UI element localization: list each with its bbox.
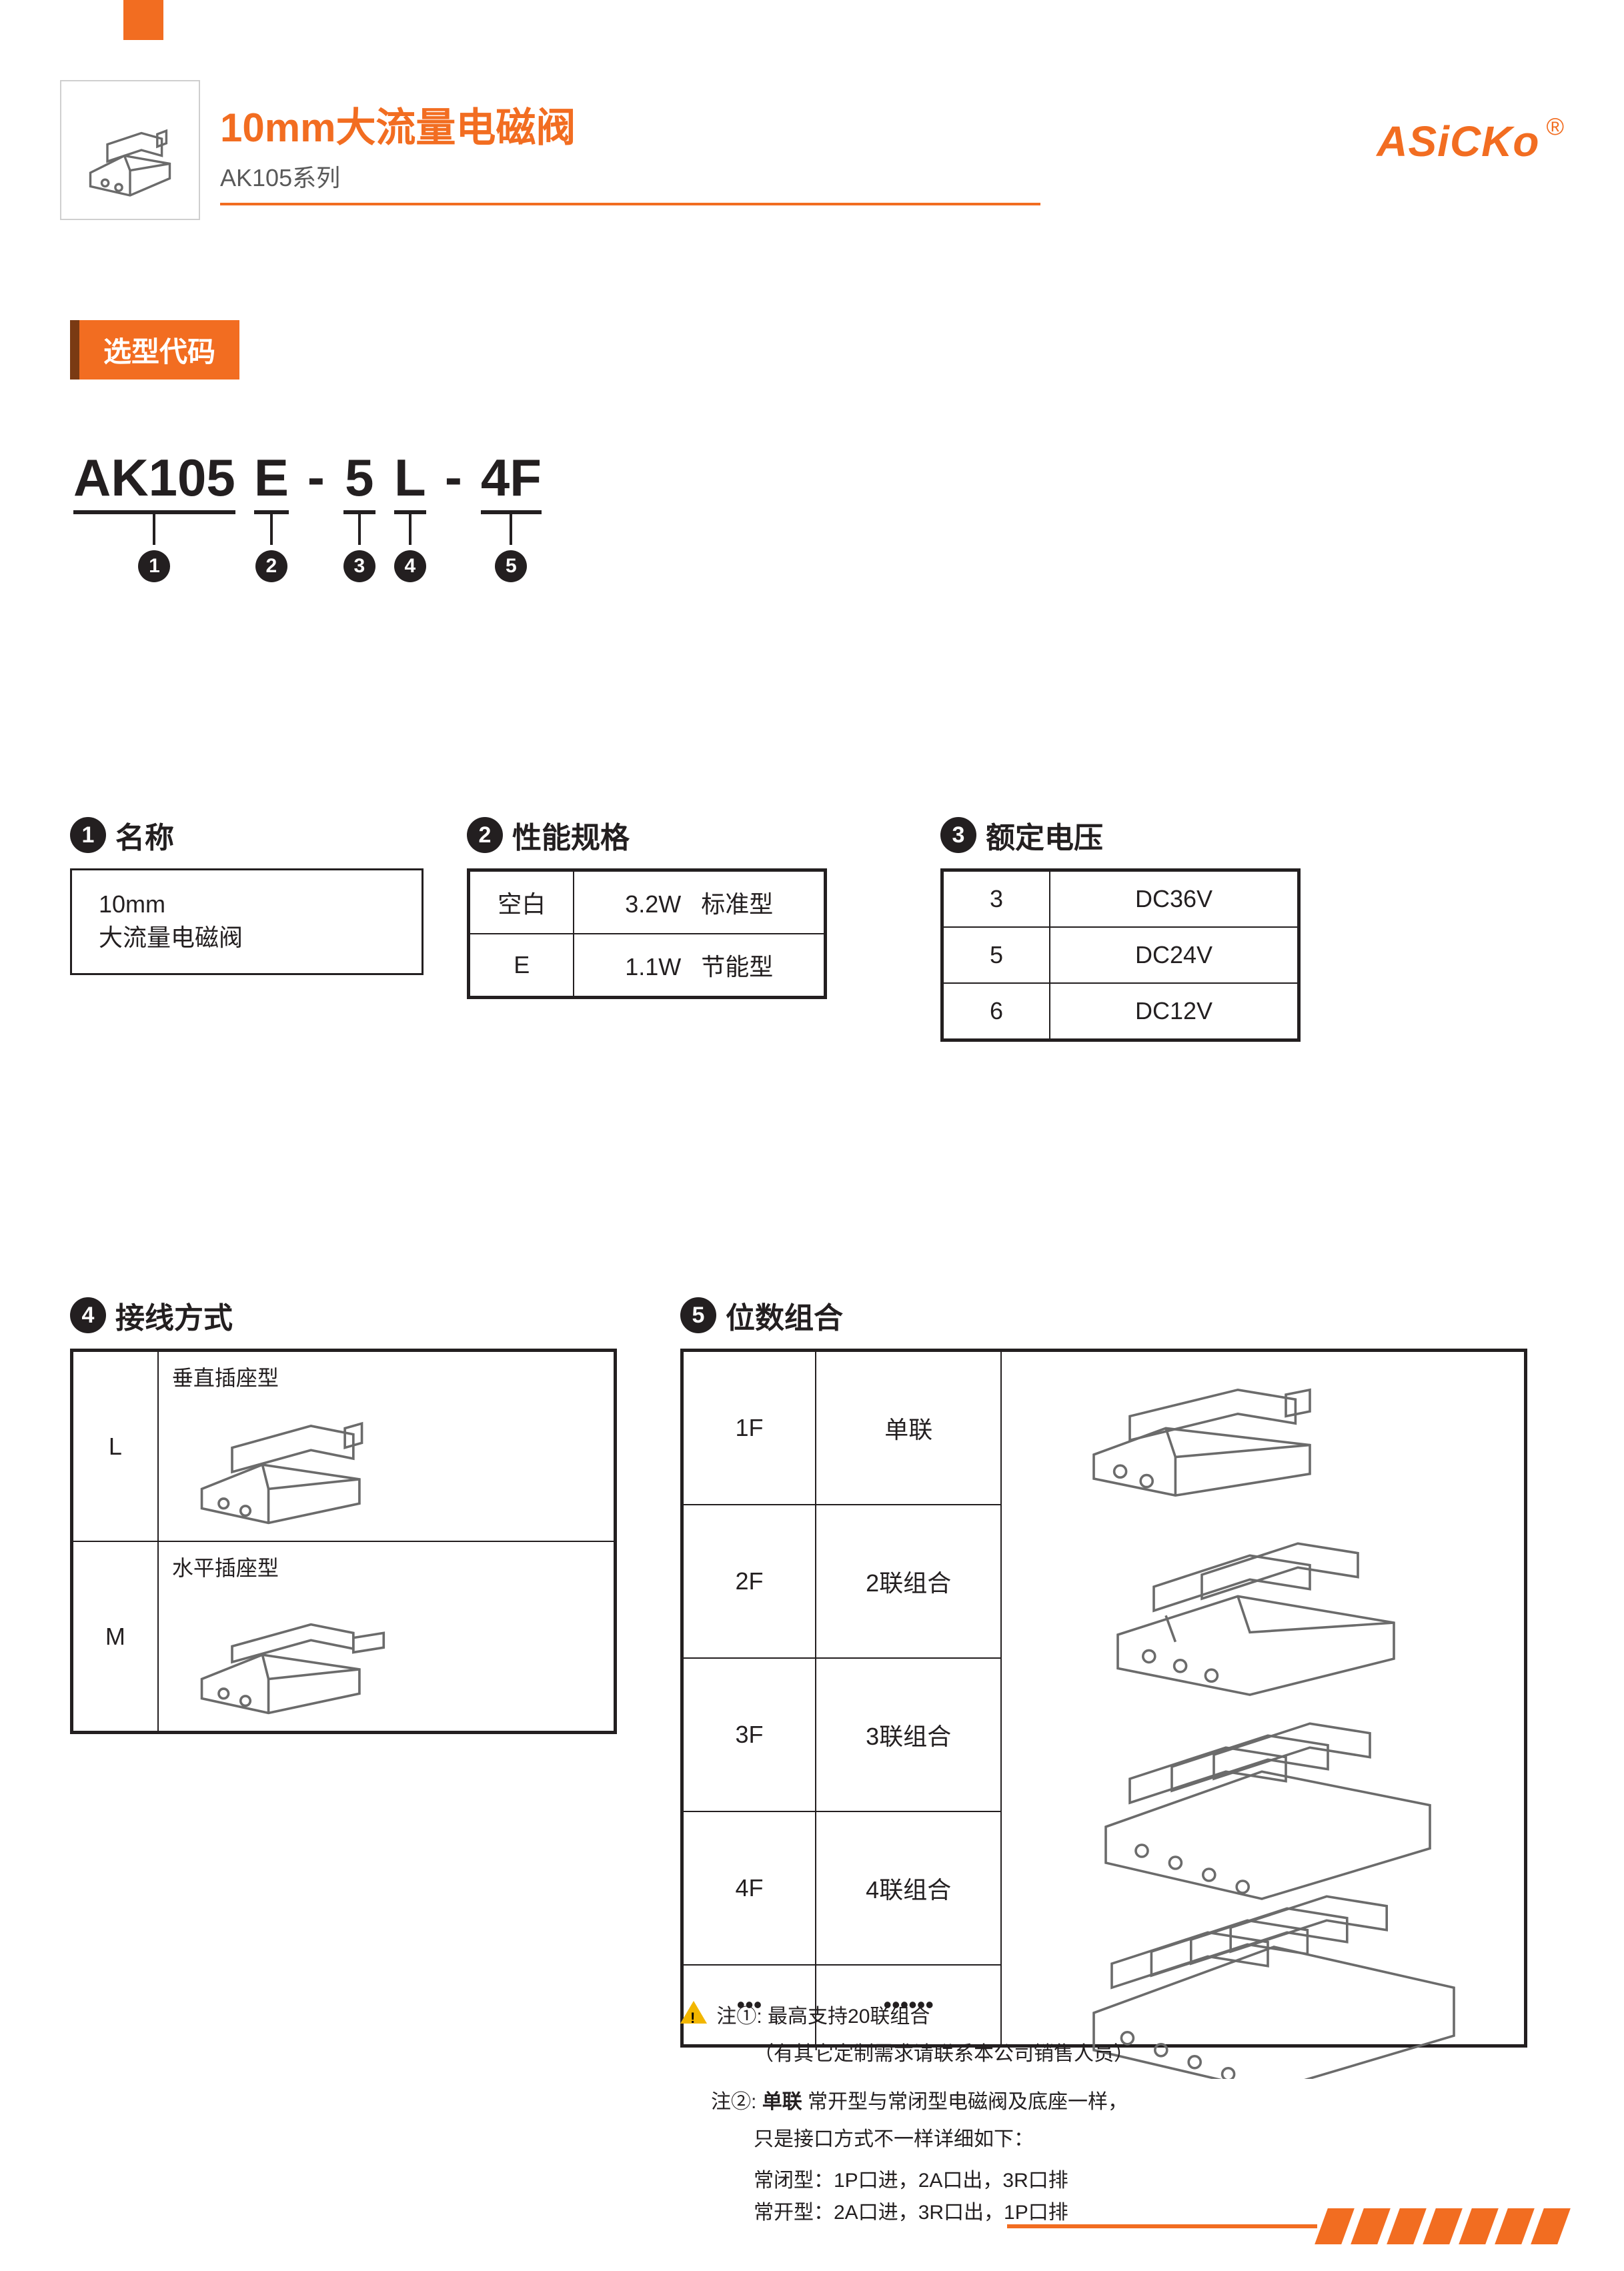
- spec2-heading: 性能规格: [512, 814, 630, 856]
- table-row: L 垂直插座型: [73, 1351, 614, 1541]
- note-2: 注②: 单联 常开型与常闭型电磁阀及底座一样，: [680, 2086, 1441, 2118]
- manifold-stack-icon: [1008, 1359, 1515, 2079]
- notes: 注①: 最高支持20联组合 （有其它定制需求请联系本公司销售人员） 注②: 单联…: [680, 2001, 1441, 2229]
- table-row: 3DC36V: [943, 871, 1298, 927]
- corner-accent: [123, 0, 163, 40]
- section-tab-label: 选型代码: [79, 320, 239, 380]
- code-dash: -: [445, 447, 462, 582]
- section-tab: 选型代码: [70, 320, 239, 380]
- warning-icon: [680, 2001, 707, 2024]
- table-row: 5DC24V: [943, 927, 1298, 983]
- spec5-heading: 位数组合: [726, 1294, 843, 1337]
- spec-1: 1名称 10mm 大流量电磁阀: [70, 814, 424, 975]
- footer-stripes: [1315, 2208, 1571, 2244]
- note-2c1: 常闭型：1P口进，2A口出，3R口排: [680, 2165, 1441, 2197]
- order-code: AK105 1 E 2 - 5 3 L 4 - 4F 5: [73, 447, 542, 582]
- brand-logo: ASiCKo ®: [1377, 117, 1564, 166]
- spec3-heading: 额定电压: [986, 814, 1103, 856]
- spec4-row1-label: 垂直插座型: [172, 1361, 600, 1392]
- page-title: 10mm大流量电磁阀: [220, 95, 1564, 153]
- title-rule: [220, 203, 1040, 205]
- table-row: 1F 单联: [683, 1351, 1525, 1505]
- table-row: E 1.1W 节能型: [470, 934, 824, 996]
- brand-registered: ®: [1546, 113, 1564, 141]
- valve-icon: [73, 93, 187, 207]
- page-subtitle: AK105系列: [220, 159, 1564, 193]
- table-row: 空白 3.2W 标准型: [470, 871, 824, 934]
- note-2b: 只是接口方式不一样详细如下：: [680, 2124, 1441, 2156]
- spec-4: 4接线方式 L 垂直插座型 M 水平插座型: [70, 1294, 617, 1734]
- code-dash: -: [307, 447, 325, 582]
- note-1b: （有其它定制需求请联系本公司销售人员）: [680, 2038, 1441, 2070]
- spec1-heading: 名称: [115, 814, 174, 856]
- product-thumbnail: [60, 80, 200, 220]
- code-seg-4: L 4: [394, 452, 426, 582]
- spec4-row2-label: 水平插座型: [172, 1551, 600, 1582]
- page-header: 10mm大流量电磁阀 AK105系列: [60, 80, 1564, 220]
- spec1-line1: 10mm: [99, 890, 395, 918]
- code-seg-1: AK105 1: [73, 452, 235, 582]
- valve-vertical-icon: [172, 1392, 426, 1525]
- spec-2: 2性能规格 空白 3.2W 标准型 E 1.1W 节能型: [467, 814, 827, 999]
- table-row: 6DC12V: [943, 983, 1298, 1039]
- code-seg-2: E 2: [254, 452, 289, 582]
- brand-name: ASiCKo: [1377, 117, 1539, 166]
- valve-horizontal-icon: [172, 1582, 426, 1715]
- spec-5: 5位数组合 1F 单联: [680, 1294, 1527, 2048]
- footer-rule: [1007, 2224, 1317, 2228]
- table-row: M 水平插座型: [73, 1541, 614, 1731]
- spec1-line2: 大流量电磁阀: [99, 918, 395, 953]
- spec4-heading: 接线方式: [115, 1294, 233, 1337]
- code-seg-3: 5 3: [343, 452, 375, 582]
- spec-3: 3额定电压 3DC36V 5DC24V 6DC12V: [940, 814, 1301, 1042]
- code-seg-5: 4F 5: [481, 452, 542, 582]
- note-1: 注①: 最高支持20联组合: [680, 2001, 1441, 2033]
